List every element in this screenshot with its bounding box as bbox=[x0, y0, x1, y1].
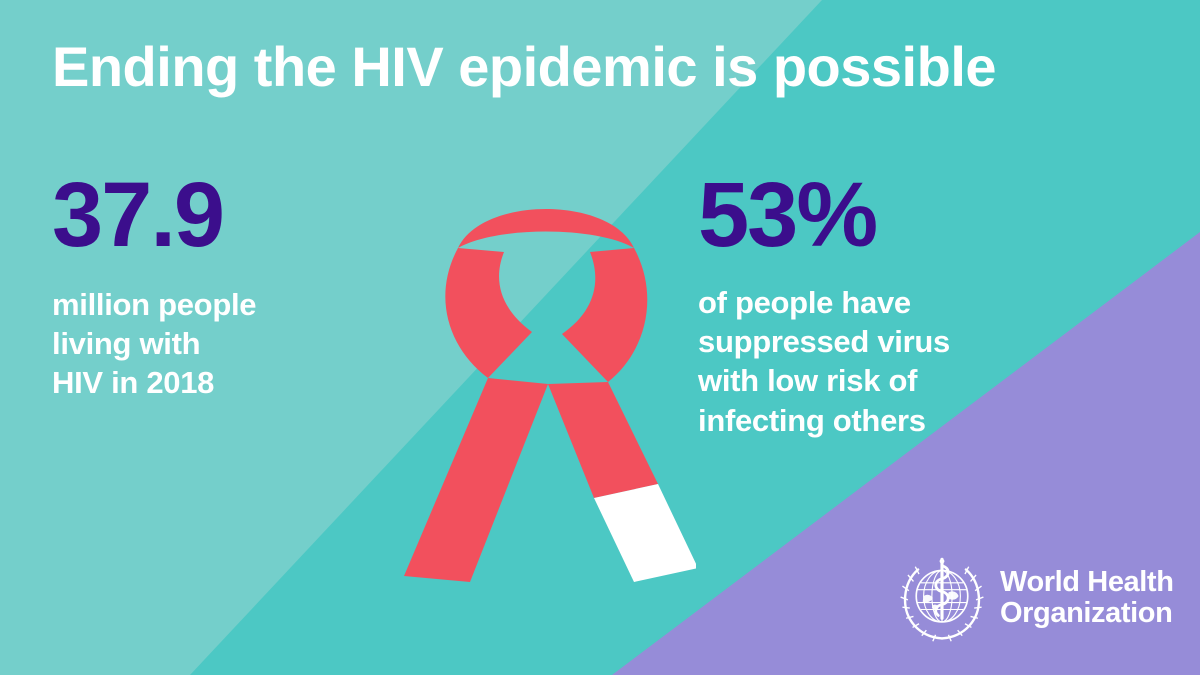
stat-block-left: 37.9 million people living with HIV in 2… bbox=[52, 164, 392, 403]
background-purple-band bbox=[612, 232, 1200, 675]
ribbon-loop-arch bbox=[458, 209, 634, 248]
stat-left-caption: million people living with HIV in 2018 bbox=[52, 285, 392, 402]
stat-right-caption-line-1: of people have bbox=[698, 285, 911, 321]
background-teal-light-band bbox=[0, 0, 822, 675]
stat-block-right: 53% of people have suppressed virus with… bbox=[698, 164, 1128, 440]
page-title: Ending the HIV epidemic is possible bbox=[52, 35, 997, 98]
stat-right-number: 53% bbox=[698, 164, 878, 266]
stat-right-caption-line-4: infecting others bbox=[698, 402, 926, 438]
stat-left-caption-line-2: living with bbox=[52, 326, 201, 362]
ribbon-loop-left bbox=[445, 248, 532, 378]
who-wordmark-line-1: World Health bbox=[1000, 565, 1174, 598]
stat-left-caption-line-1: million people bbox=[52, 287, 257, 323]
who-wordmark-line-2: Organization bbox=[1000, 597, 1173, 629]
stat-left-number: 37.9 bbox=[52, 164, 225, 266]
stat-right-caption: of people have suppressed virus with low… bbox=[698, 283, 1128, 439]
hiv-aids-awareness-ribbon-icon bbox=[404, 209, 696, 582]
stat-left-caption-line-3: HIV in 2018 bbox=[52, 365, 215, 401]
who-logo: World Health Organization bbox=[896, 552, 1174, 644]
ribbon-tail-left bbox=[404, 378, 548, 582]
stat-right-caption-line-3: with low risk of bbox=[698, 363, 918, 399]
stat-right-caption-line-2: suppressed virus bbox=[698, 324, 950, 360]
who-emblem-icon bbox=[900, 557, 984, 642]
ribbon-tail-right-red bbox=[548, 382, 658, 498]
who-wordmark: World Health Organization bbox=[1000, 565, 1174, 629]
ribbon-loop-right bbox=[562, 248, 648, 382]
ribbon-tail-right-white bbox=[594, 484, 696, 582]
